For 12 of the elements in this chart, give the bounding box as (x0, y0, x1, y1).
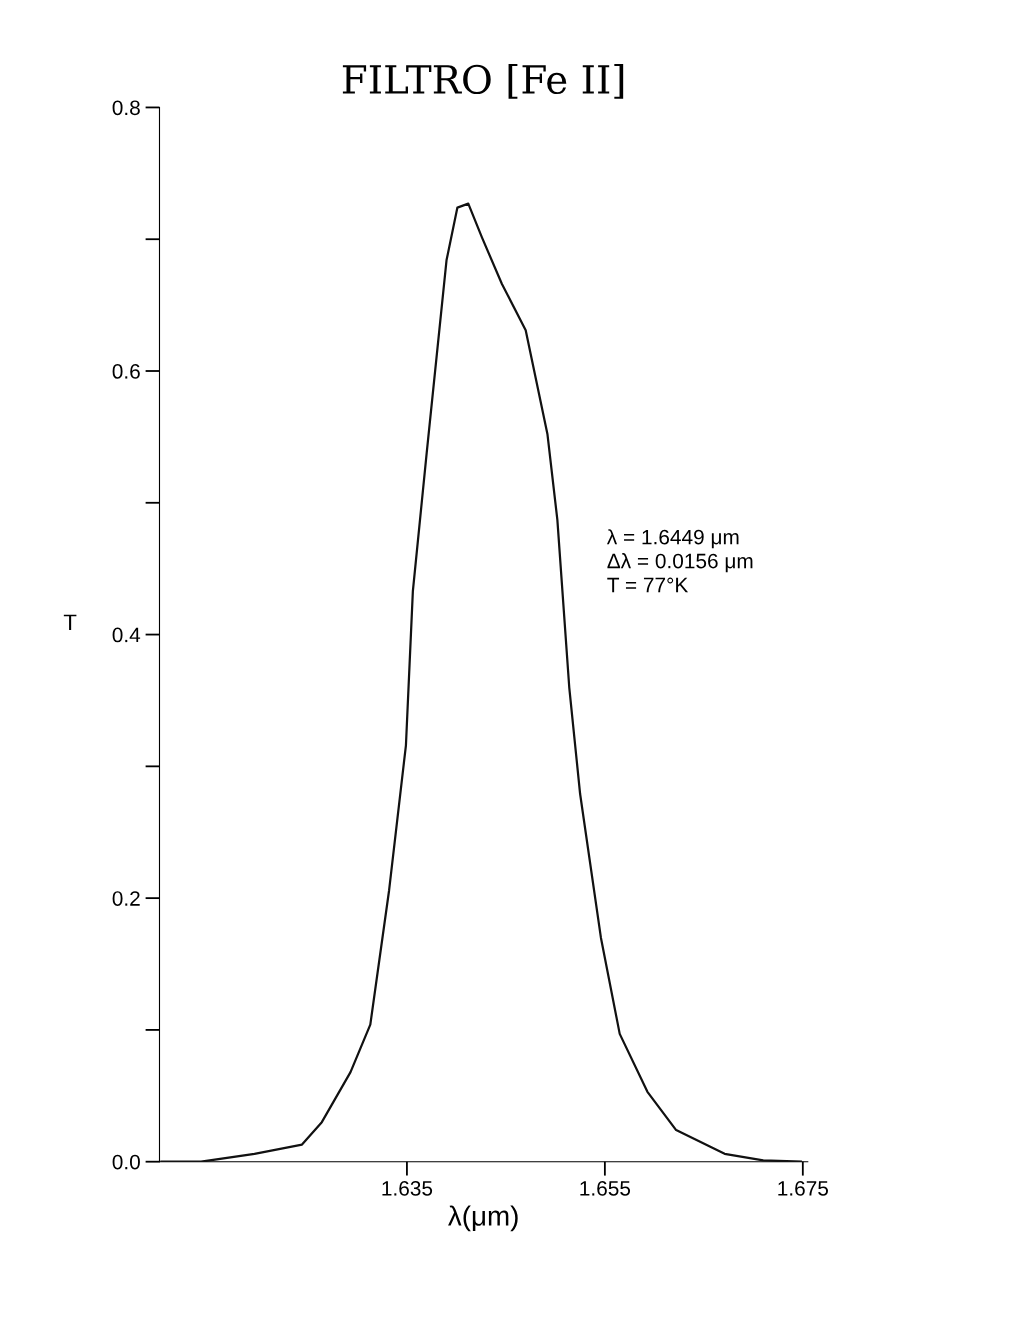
y-tick-label: 0.6 (112, 364, 140, 379)
y-tick-label: 0.0 (112, 1154, 140, 1170)
chart-title: FILTRO [Fe II] (342, 64, 624, 99)
annotation: λ = 1.6449 μm Δλ = 0.0156 μm T = 77°K (606, 529, 753, 593)
x-tick-label: 1.635 (382, 1181, 433, 1196)
x-tick-label: 1.655 (580, 1181, 631, 1196)
y-tick-label: 0.8 (112, 100, 140, 116)
x-axis-title: λ(μm) (448, 1205, 518, 1232)
x-tick-label: 1.675 (778, 1181, 829, 1196)
y-tick-label: 0.4 (112, 627, 141, 643)
y-tick-label: 0.2 (112, 891, 140, 906)
y-axis-title: T (63, 614, 77, 630)
